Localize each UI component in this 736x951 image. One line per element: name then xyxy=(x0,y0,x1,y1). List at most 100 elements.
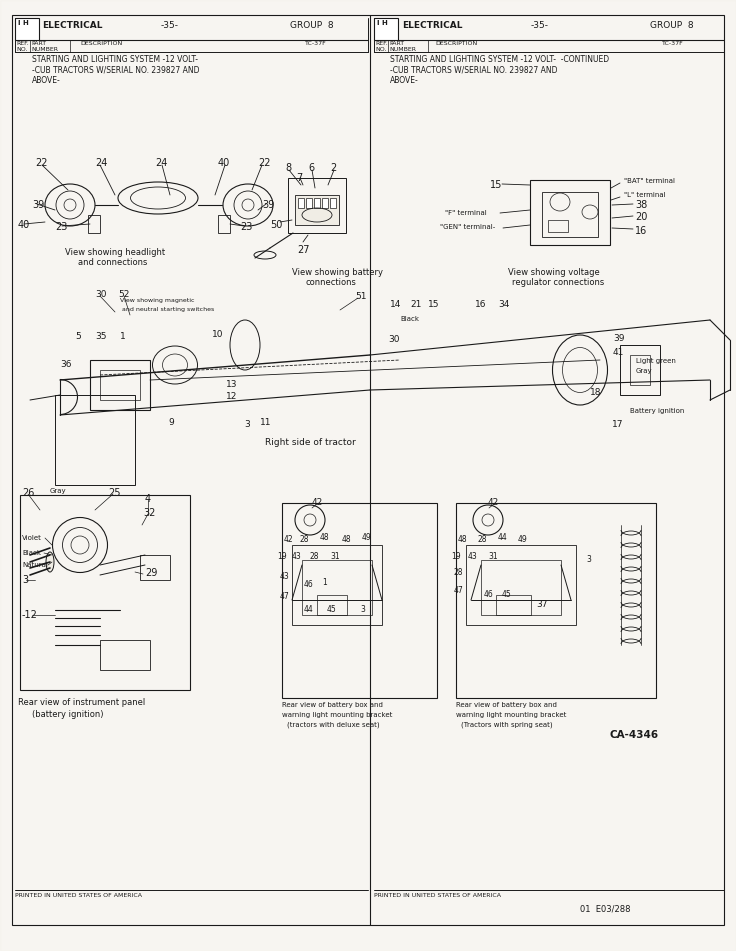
Text: View showing headlight: View showing headlight xyxy=(65,248,165,257)
Text: 26: 26 xyxy=(22,488,35,498)
Text: 40: 40 xyxy=(218,158,230,168)
Text: Violet: Violet xyxy=(22,535,42,541)
Text: 44: 44 xyxy=(498,533,508,542)
Bar xyxy=(298,198,304,208)
Bar xyxy=(548,220,568,232)
Bar xyxy=(218,215,230,233)
Text: 34: 34 xyxy=(498,300,509,309)
Text: 42: 42 xyxy=(312,498,323,507)
Text: 15: 15 xyxy=(490,180,503,190)
Text: 17: 17 xyxy=(612,420,623,429)
Text: I: I xyxy=(376,20,378,26)
Bar xyxy=(302,560,372,615)
Text: 1: 1 xyxy=(322,578,327,587)
Bar xyxy=(100,640,150,670)
Text: PART
NUMBER: PART NUMBER xyxy=(389,41,416,51)
Text: 48: 48 xyxy=(458,535,467,544)
Text: 40: 40 xyxy=(18,220,30,230)
Bar xyxy=(288,178,346,233)
Text: Black: Black xyxy=(400,316,419,322)
Text: -35-: -35- xyxy=(531,21,549,30)
Text: PART
NUMBER: PART NUMBER xyxy=(31,41,58,51)
Text: 19: 19 xyxy=(451,552,461,561)
Text: "L" terminal: "L" terminal xyxy=(624,192,665,198)
Text: "BAT" terminal: "BAT" terminal xyxy=(624,178,675,184)
Text: 47: 47 xyxy=(454,586,464,595)
Text: Black: Black xyxy=(22,550,41,556)
Text: 38: 38 xyxy=(635,200,647,210)
Text: 7: 7 xyxy=(296,173,302,183)
Bar xyxy=(496,595,531,615)
Text: 37: 37 xyxy=(536,600,548,609)
Text: PRINTED IN UNITED STATES OF AMERICA: PRINTED IN UNITED STATES OF AMERICA xyxy=(15,893,142,898)
Text: 16: 16 xyxy=(635,226,647,236)
Text: Rear view of battery box and: Rear view of battery box and xyxy=(456,702,557,708)
Bar xyxy=(100,370,140,400)
Bar xyxy=(314,198,320,208)
Text: View showing voltage: View showing voltage xyxy=(508,268,600,277)
Text: warning light mounting bracket: warning light mounting bracket xyxy=(456,712,567,718)
Text: DESCRIPTION: DESCRIPTION xyxy=(435,41,477,46)
Text: 30: 30 xyxy=(95,290,107,299)
Text: regulator connections: regulator connections xyxy=(512,278,604,287)
Bar xyxy=(466,545,576,625)
Text: Gray: Gray xyxy=(636,368,653,374)
Text: 32: 32 xyxy=(143,508,155,518)
Text: 3: 3 xyxy=(244,420,250,429)
Text: 43: 43 xyxy=(280,572,290,581)
Text: 31: 31 xyxy=(330,552,339,561)
Bar xyxy=(306,198,312,208)
Text: PRINTED IN UNITED STATES OF AMERICA: PRINTED IN UNITED STATES OF AMERICA xyxy=(374,893,501,898)
Text: 10: 10 xyxy=(212,330,224,339)
Text: Battery ignition: Battery ignition xyxy=(630,408,684,414)
Text: Light green: Light green xyxy=(636,358,676,364)
Text: 42: 42 xyxy=(284,535,294,544)
Text: GROUP  8: GROUP 8 xyxy=(290,21,333,30)
Text: 15: 15 xyxy=(428,300,439,309)
Text: Right side of tractor: Right side of tractor xyxy=(265,438,355,447)
Text: 28: 28 xyxy=(310,552,319,561)
Text: 12: 12 xyxy=(226,392,238,401)
Text: 23: 23 xyxy=(55,222,68,232)
Text: 41: 41 xyxy=(613,348,624,357)
Text: 20: 20 xyxy=(635,212,648,222)
Text: 35: 35 xyxy=(95,332,107,341)
Text: (Tractors with spring seat): (Tractors with spring seat) xyxy=(461,722,553,728)
Text: H: H xyxy=(22,20,28,26)
Text: 6: 6 xyxy=(308,163,314,173)
Text: 16: 16 xyxy=(475,300,486,309)
Text: 51: 51 xyxy=(355,292,367,301)
Bar xyxy=(456,503,656,698)
Text: 2: 2 xyxy=(330,163,336,173)
Text: 25: 25 xyxy=(108,488,121,498)
Bar xyxy=(140,555,170,580)
Text: View showing battery: View showing battery xyxy=(292,268,383,277)
Bar xyxy=(374,18,398,40)
Text: 3: 3 xyxy=(360,605,365,614)
Text: warning light mounting bracket: warning light mounting bracket xyxy=(282,712,392,718)
Text: 48: 48 xyxy=(342,535,352,544)
Text: 43: 43 xyxy=(468,552,478,561)
Text: Gray: Gray xyxy=(50,488,67,494)
Text: "GEN" terminal-: "GEN" terminal- xyxy=(440,224,495,230)
Text: TC-37F: TC-37F xyxy=(305,41,327,46)
Text: 3: 3 xyxy=(586,555,591,564)
Text: 18: 18 xyxy=(590,388,601,397)
Text: 9: 9 xyxy=(168,418,174,427)
Text: STARTING AND LIGHTING SYSTEM -12 VOLT-  -CONTINUED
-CUB TRACTORS W/SERIAL NO. 23: STARTING AND LIGHTING SYSTEM -12 VOLT- -… xyxy=(390,55,609,85)
Text: 01  E03/288: 01 E03/288 xyxy=(580,905,631,914)
Bar xyxy=(530,180,610,245)
Bar xyxy=(330,198,336,208)
Bar xyxy=(481,560,561,615)
Text: 11: 11 xyxy=(260,418,272,427)
Text: 43: 43 xyxy=(292,552,302,561)
Text: DESCRIPTION: DESCRIPTION xyxy=(80,41,122,46)
Text: 31: 31 xyxy=(488,552,498,561)
Text: -12: -12 xyxy=(22,610,38,620)
Text: 46: 46 xyxy=(484,590,494,599)
Text: REF.
NO.: REF. NO. xyxy=(375,41,388,51)
Bar xyxy=(620,345,660,395)
Text: Natural: Natural xyxy=(22,562,48,568)
Text: 39: 39 xyxy=(613,334,625,343)
Text: and neutral starting switches: and neutral starting switches xyxy=(122,307,214,312)
